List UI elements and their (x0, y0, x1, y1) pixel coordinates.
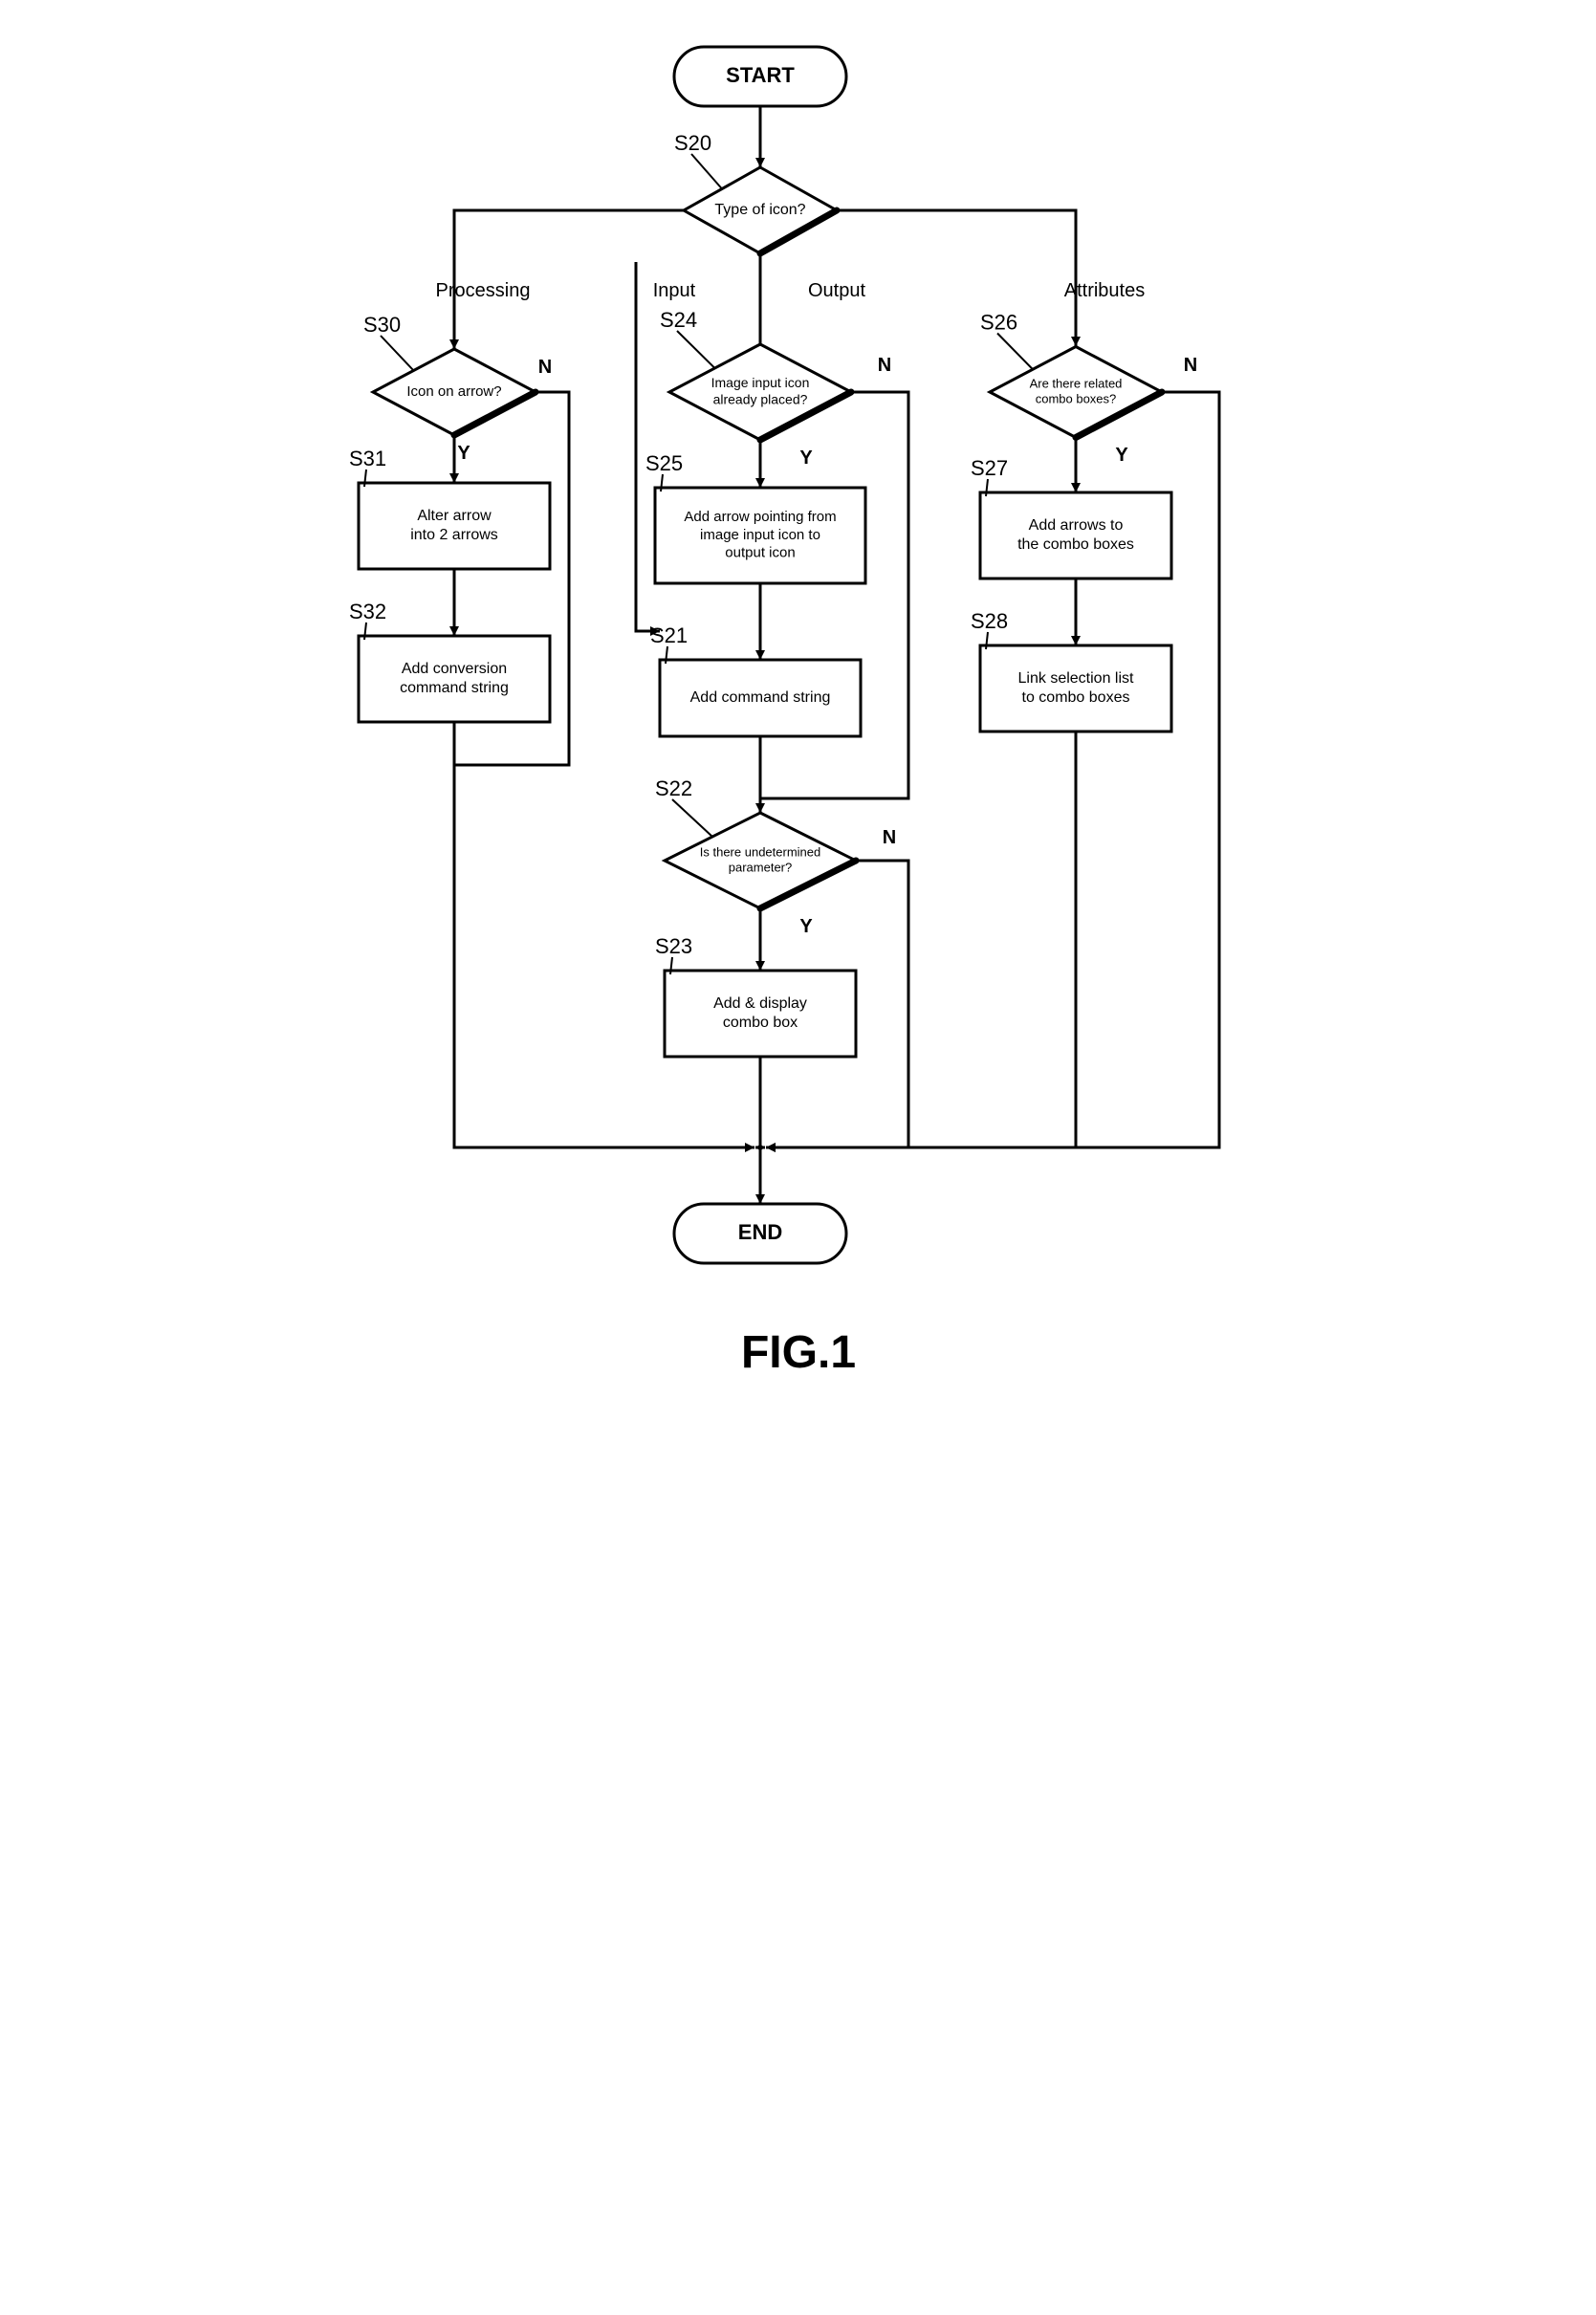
node-text: START (726, 63, 795, 87)
step-label-s31: S31 (349, 447, 386, 470)
step-label-s28: S28 (971, 609, 1008, 633)
branch-label-processing: Processing (435, 280, 530, 301)
step-label-s32: S32 (349, 600, 386, 623)
node-s22: Is there undetermined parameter? S22 (655, 776, 856, 908)
branch-label-input: Input (652, 280, 695, 301)
node-text: combo boxes? (1035, 392, 1116, 406)
node-s25: Add arrow pointing from image input icon … (645, 451, 865, 583)
node-text: Add & display (713, 995, 807, 1012)
step-label-s26: S26 (980, 311, 1017, 335)
node-text: Add command string (689, 689, 830, 706)
node-text: Alter arrow (417, 508, 492, 524)
node-s30: Icon on arrow? S30 (363, 313, 536, 435)
node-text: Is there undetermined (699, 844, 820, 859)
node-s24: Image input iconalready placed? S24 (660, 308, 851, 440)
branch-label-s24_n: N (877, 355, 890, 376)
node-s28: Link selection list to combo boxes S28 (971, 609, 1171, 732)
branch-label-s26_y: Y (1115, 445, 1128, 466)
node-text: to combo boxes (1021, 689, 1129, 706)
step-label-s21: S21 (650, 623, 688, 647)
node-s27: Add arrows to the combo boxes S27 (971, 456, 1171, 579)
node-text: into 2 arrows (410, 527, 498, 543)
node-text: Add arrow pointing from (684, 509, 836, 525)
edge (454, 722, 754, 1147)
node-s23: Add & display combo box S23 (655, 934, 856, 1057)
node-text: Icon on arrow? (406, 383, 501, 400)
step-label-s25: S25 (645, 451, 683, 475)
node-text: Add conversion (401, 661, 506, 677)
node-s20: Type of icon? S20 (674, 131, 837, 253)
node-text: image input icon to (700, 527, 820, 543)
step-label-s23: S23 (655, 934, 692, 958)
node-text: Type of icon? (714, 202, 805, 218)
node-text: already placed? (712, 391, 807, 406)
branch-label-s30_y: Y (457, 443, 470, 464)
step-label-s20: S20 (674, 131, 711, 155)
branch-label-s30_n: N (537, 357, 551, 378)
branch-label-s24_y: Y (799, 448, 813, 469)
step-label-s22: S22 (655, 776, 692, 800)
node-text: the combo boxes (1017, 536, 1134, 553)
node-text: Are there related (1029, 376, 1122, 390)
node-text: Image input icon (711, 375, 809, 390)
node-text: Link selection list (1017, 670, 1134, 687)
flowchart-svg: START Type of icon? S20 Icon on arrow? S30 Al… (320, 19, 1277, 1406)
step-label-s27: S27 (971, 456, 1008, 480)
node-text: command string (400, 680, 509, 696)
branch-label-s26_n: N (1183, 355, 1196, 376)
node-s26: Are there related combo boxes? S26 (980, 311, 1162, 438)
edge (766, 732, 1076, 1147)
node-start: START (674, 47, 846, 106)
node-s32: Add conversion command string S32 (349, 600, 550, 722)
branch-label-attributes: Attributes (1063, 280, 1144, 301)
branch-label-s22_y: Y (799, 916, 813, 937)
node-text: END (737, 1220, 781, 1244)
branch-label-output: Output (807, 280, 864, 301)
branch-label-s22_n: N (882, 827, 895, 848)
edge (837, 210, 1076, 346)
step-label-s30: S30 (363, 313, 401, 337)
node-text: output icon (725, 545, 795, 561)
step-label-s24: S24 (660, 308, 697, 332)
node-text: Add arrows to (1028, 517, 1123, 534)
node-end: END (674, 1204, 846, 1263)
node-s31: Alter arrow into 2 arrows S31 (349, 447, 550, 569)
node-text: parameter? (728, 861, 791, 875)
figure-label: FIG.1 (740, 1327, 855, 1378)
node-s21: Add command string S21 (650, 623, 861, 736)
node-text: combo box (722, 1015, 797, 1031)
